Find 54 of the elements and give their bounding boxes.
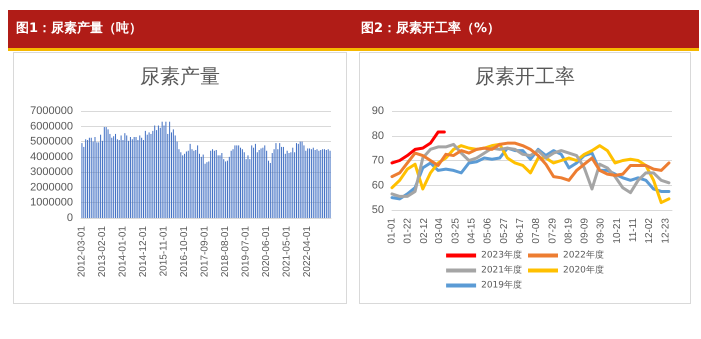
line-series [390, 142, 670, 182]
x-tick-label: 2018-08-01 [220, 226, 232, 278]
y-tick-label: 90 [372, 105, 384, 117]
chart-title: 图2：尿素开工率（%） [353, 10, 699, 51]
x-tick-label: 2013-02-01 [96, 226, 108, 278]
x-tick-label: 2020-06-01 [261, 226, 272, 278]
chart-subtitle: 尿素产量 [140, 64, 220, 88]
y-tick-label: 60 [372, 179, 384, 192]
x-tick-label: 2014-01-01 [117, 226, 128, 278]
chart-subtitle: 尿素开工率 [475, 64, 575, 88]
x-tick-label: 05-27 [498, 218, 510, 244]
x-tick-label: 12-02 [644, 218, 656, 244]
legend-label: 2020年度 [563, 264, 604, 276]
x-tick-label: 02-12 [418, 218, 430, 244]
x-tick-label: 06-17 [514, 218, 526, 244]
x-tick-label: 01-22 [402, 218, 414, 244]
x-tick-label: 03-04 [434, 218, 446, 244]
y-tick-label: 2000000 [30, 181, 73, 194]
y-tick-label: 50 [372, 204, 384, 216]
y-tick-label: 70 [372, 154, 384, 166]
y-tick-label: 0 [66, 212, 73, 224]
legend-label: 2022年度 [563, 250, 604, 260]
x-tick-label: 10-21 [612, 218, 623, 244]
x-tick-label: 08-19 [563, 218, 574, 244]
x-tick-label: 01-01 [386, 218, 398, 244]
x-tick-label: 2015-11-01 [158, 226, 170, 276]
x-tick-label: 03-25 [450, 218, 462, 244]
chart-title: 图1：尿素产量（吨） [8, 10, 353, 51]
x-tick-label: 2016-10-01 [179, 226, 190, 278]
legend-label: 2023年度 [481, 250, 522, 260]
x-tick-label: 05-06 [482, 218, 494, 244]
x-tick-label: 2022-04-01 [302, 226, 314, 278]
y-tick-label: 3000000 [30, 166, 73, 178]
y-tick-label: 5000000 [30, 136, 73, 148]
x-tick-label: 09-09 [580, 218, 591, 244]
x-tick-label: 2012-03-01 [76, 226, 88, 278]
legend-label: 2021年度 [481, 264, 522, 276]
y-tick-label: 7000000 [30, 105, 73, 117]
x-tick-label: 2021-05-01 [282, 226, 293, 278]
x-tick-label: 07-08 [531, 218, 542, 244]
x-tick-label: 2017-09-01 [200, 226, 211, 278]
x-tick-label: 11-11 [628, 218, 640, 242]
legend-label: 2019年度 [481, 280, 522, 290]
x-tick-label: 12-23 [660, 218, 672, 244]
y-tick-label: 4000000 [30, 150, 73, 163]
y-tick-label: 6000000 [30, 120, 73, 132]
x-tick-label: 07-29 [547, 218, 558, 244]
y-tick-label: 80 [372, 130, 384, 142]
y-tick-label: 1000000 [30, 196, 73, 209]
line-series [390, 130, 446, 164]
x-tick-label: 09-30 [596, 218, 607, 244]
x-tick-label: 2019-07-01 [240, 226, 252, 278]
x-tick-label: 2014-12-01 [138, 226, 149, 278]
x-tick-label: 04-15 [466, 218, 478, 244]
